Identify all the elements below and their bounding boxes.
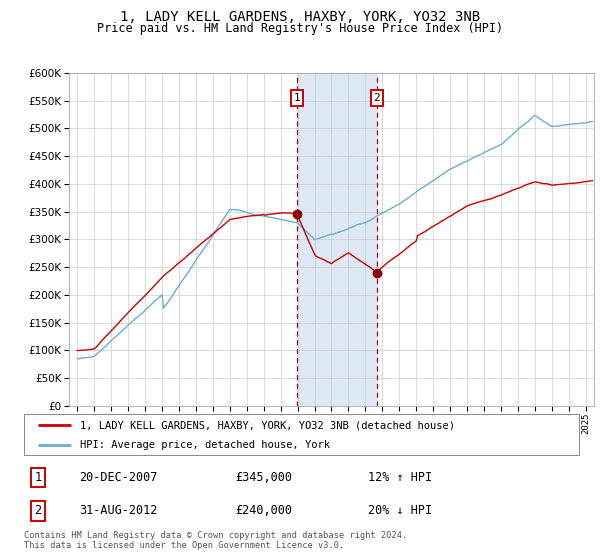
Text: £240,000: £240,000: [235, 505, 292, 517]
Text: 31-AUG-2012: 31-AUG-2012: [79, 505, 158, 517]
Bar: [297, 73, 377, 406]
Text: 20% ↓ HPI: 20% ↓ HPI: [368, 505, 432, 517]
Text: 20-DEC-2007: 20-DEC-2007: [79, 471, 158, 484]
Text: HPI: Average price, detached house, York: HPI: Average price, detached house, York: [79, 440, 329, 450]
Text: 1, LADY KELL GARDENS, HAXBY, YORK, YO32 3NB (detached house): 1, LADY KELL GARDENS, HAXBY, YORK, YO32 …: [79, 421, 455, 430]
Text: £345,000: £345,000: [235, 471, 292, 484]
Text: 1: 1: [294, 93, 301, 103]
Text: Price paid vs. HM Land Registry's House Price Index (HPI): Price paid vs. HM Land Registry's House …: [97, 22, 503, 35]
Text: 2: 2: [373, 93, 380, 103]
Text: 1: 1: [34, 471, 41, 484]
Text: 1, LADY KELL GARDENS, HAXBY, YORK, YO32 3NB: 1, LADY KELL GARDENS, HAXBY, YORK, YO32 …: [120, 10, 480, 24]
Text: 12% ↑ HPI: 12% ↑ HPI: [368, 471, 432, 484]
Text: Contains HM Land Registry data © Crown copyright and database right 2024.
This d: Contains HM Land Registry data © Crown c…: [24, 531, 407, 550]
Text: 2: 2: [34, 505, 41, 517]
